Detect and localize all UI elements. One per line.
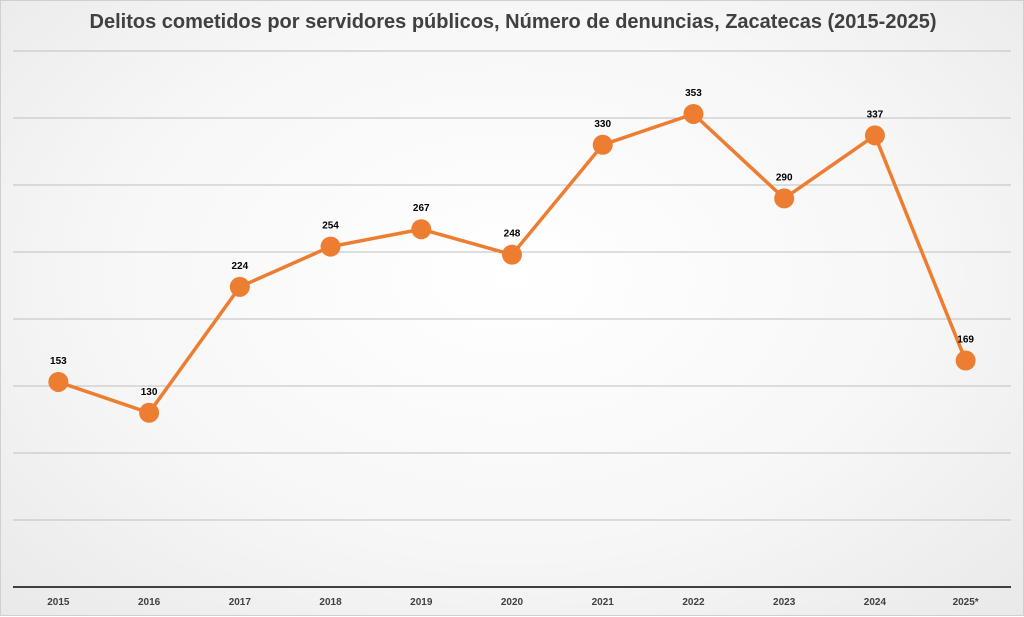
data-labels: 153 130 224 254 267 248 330 353 290 337 169: [50, 88, 974, 398]
data-point: [774, 188, 795, 209]
data-point: [320, 236, 341, 257]
data-point: [955, 350, 976, 371]
data-label: 169: [957, 335, 974, 346]
data-point: [592, 134, 613, 155]
gridlines: [13, 50, 1011, 521]
data-point: [229, 276, 250, 297]
data-label: 248: [504, 229, 521, 240]
x-tick-label: 2019: [410, 597, 433, 608]
data-point: [683, 103, 704, 124]
data-point: [502, 244, 522, 265]
data-point: [48, 371, 69, 392]
data-label: 353: [685, 88, 702, 99]
x-tick-label: 2025*: [953, 597, 979, 608]
data-point: [411, 219, 432, 240]
x-tick-label: 2024: [864, 597, 887, 608]
x-tick-label: 2018: [319, 597, 342, 608]
x-tick-label: 2017: [229, 597, 252, 608]
x-tick-label: 2016: [138, 597, 161, 608]
data-label: 330: [594, 119, 611, 130]
x-axis-tick-labels: 2015 2016 2017 2018 2019 2020 2021 2022 2023 2024…: [47, 597, 979, 608]
data-points: [48, 103, 976, 423]
data-label: 224: [231, 261, 248, 272]
data-label: 153: [50, 356, 67, 367]
x-tick-label: 2023: [773, 597, 796, 608]
data-label: 337: [867, 109, 884, 120]
x-tick-label: 2022: [682, 597, 705, 608]
data-label: 267: [413, 203, 430, 214]
data-point: [864, 125, 885, 146]
x-tick-label: 2020: [501, 597, 524, 608]
chart-title: Delitos cometidos por servidores público…: [89, 11, 937, 33]
data-label: 254: [322, 221, 339, 232]
x-tick-label: 2021: [592, 597, 615, 608]
x-tick-label: 2015: [47, 597, 70, 608]
data-label: 130: [141, 387, 158, 398]
data-label: 290: [776, 172, 793, 183]
data-point: [139, 402, 160, 423]
